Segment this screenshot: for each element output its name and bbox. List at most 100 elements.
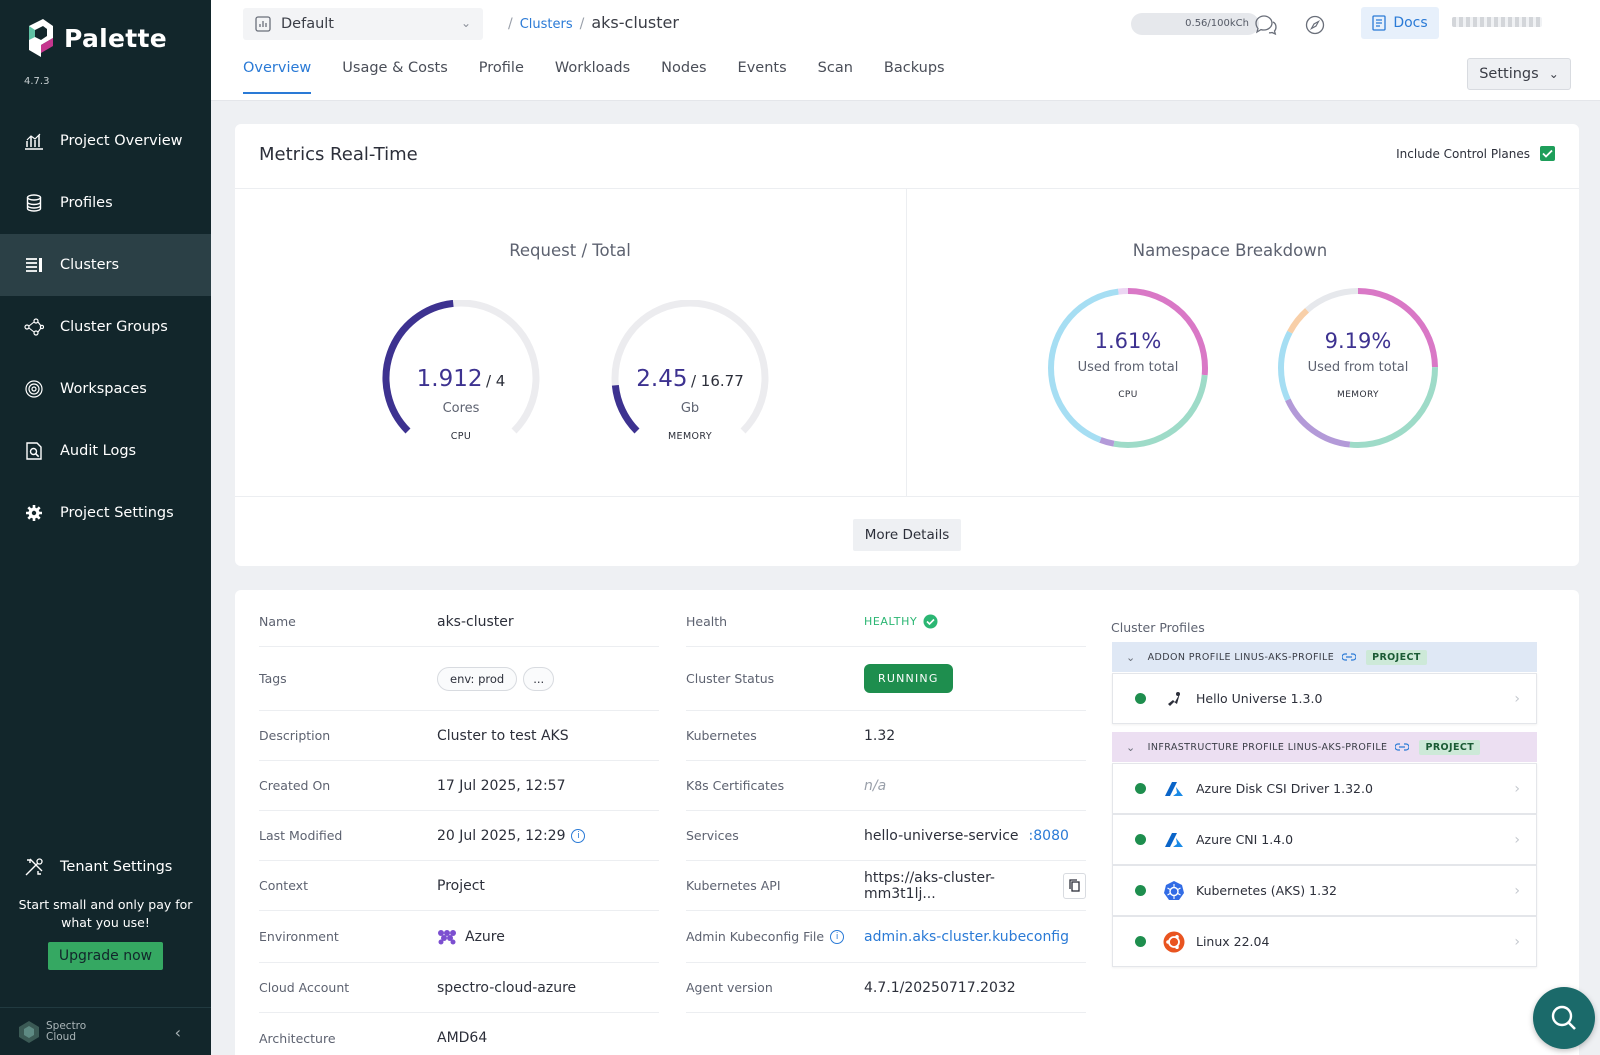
last-modified-text: 20 Jul 2025, 12:29 [437, 827, 566, 844]
k8s-certificates-value: n/a [864, 777, 887, 794]
cluster-profiles-title: Cluster Profiles [1111, 620, 1205, 635]
link-icon[interactable] [1342, 652, 1357, 662]
chevron-right-icon: › [1514, 690, 1520, 707]
divider [906, 188, 907, 496]
metrics-card: Metrics Real-Time Include Control Planes… [235, 124, 1579, 566]
sidebar-item-clusters[interactable]: Clusters [0, 234, 211, 296]
chevron-right-icon: › [1514, 933, 1520, 950]
breadcrumb-separator: / [508, 16, 513, 32]
cpu-namespace-donut[interactable]: 1.61% Used from total CPU [1045, 285, 1211, 451]
profile-layer-azure-disk-csi[interactable]: Azure Disk CSI Driver 1.32.0 › [1112, 763, 1537, 814]
detail-label: Created On [259, 778, 331, 793]
detail-label: Agent version [686, 980, 773, 995]
cluster-tabs: Overview Usage & Costs Profile Workloads… [243, 60, 976, 94]
sidebar-item-tenant-settings[interactable]: Tenant Settings [0, 836, 211, 898]
spectro-cloud-logo [19, 1020, 39, 1043]
compass-icon[interactable] [1302, 12, 1328, 38]
chat-icon[interactable] [1253, 12, 1279, 38]
docs-button[interactable]: Docs [1361, 7, 1439, 39]
status-dot [1135, 783, 1146, 794]
detail-label: Kubernetes API [686, 878, 781, 893]
environment-value: Azure [437, 929, 505, 945]
collapse-sidebar-button[interactable]: ‹ [174, 1023, 181, 1042]
dashboard-icon [255, 16, 271, 32]
usage-meter[interactable]: 0.56/100kCh [1131, 13, 1259, 35]
sidebar-item-project-settings[interactable]: Project Settings [0, 482, 211, 544]
profile-layer-kubernetes-aks[interactable]: Kubernetes (AKS) 1.32 › [1112, 865, 1537, 916]
tab-workloads[interactable]: Workloads [554, 60, 631, 76]
include-control-planes-label: Include Control Planes [1396, 146, 1530, 161]
check-circle-icon [923, 614, 938, 629]
cluster-status-value: RUNNING [864, 664, 953, 693]
profile-layer-linux[interactable]: Linux 22.04 › [1112, 916, 1537, 967]
memory-gauge-value: 2.45 / 16.77 [636, 366, 744, 392]
detail-row-created-on: Created On 17 Jul 2025, 12:57 [259, 761, 659, 811]
sidebar-item-label: Project Overview [60, 133, 183, 149]
kubernetes-icon [1162, 879, 1186, 903]
page-title: aks-cluster [591, 13, 679, 32]
memory-gauge-unit: Gb [680, 401, 700, 416]
addon-profile-header[interactable]: ⌄ ADDON PROFILE LINUS-AKS-PROFILE PROJEC… [1112, 642, 1537, 672]
tag-pill[interactable]: env: prod [437, 666, 518, 691]
chevron-down-icon: ⌄ [1126, 740, 1136, 754]
tab-events[interactable]: Events [737, 60, 787, 76]
service-port-link[interactable]: :8080 [1028, 827, 1069, 844]
cluster-details-card: Name aks-cluster Tags env: prod ... Desc… [235, 590, 1579, 1055]
memory-namespace-donut[interactable]: 9.19% Used from total MEMORY [1275, 285, 1441, 451]
tab-usage-costs[interactable]: Usage & Costs [342, 60, 448, 76]
upgrade-button[interactable]: Upgrade now [47, 942, 164, 970]
info-icon[interactable]: i [571, 828, 586, 843]
document-icon [1372, 15, 1386, 31]
project-badge: PROJECT [1419, 739, 1481, 755]
gear-icon [24, 503, 44, 523]
detail-label: Architecture [259, 1030, 336, 1046]
profile-layer-hello-universe[interactable]: Hello Universe 1.3.0 › [1112, 673, 1537, 724]
link-icon[interactable] [1395, 742, 1410, 752]
settings-dropdown-button[interactable]: Settings ⌄ [1467, 58, 1571, 90]
detail-label: Last Modified [259, 828, 343, 843]
detail-row-kubernetes-api: Kubernetes API https://aks-cluster-mm3t1… [686, 861, 1086, 911]
tab-scan[interactable]: Scan [817, 60, 853, 76]
sidebar-item-workspaces[interactable]: Workspaces [0, 358, 211, 420]
context-value: Project [437, 877, 485, 894]
kubeconfig-download-link[interactable]: admin.aks-cluster.kubeconfig [864, 928, 1070, 945]
copy-icon [1069, 879, 1080, 892]
last-modified-value: 20 Jul 2025, 12:29 i [437, 827, 586, 844]
detail-row-kubernetes: Kubernetes 1.32 [686, 711, 1086, 761]
info-icon[interactable]: i [830, 929, 845, 944]
sidebar-item-cluster-groups[interactable]: Cluster Groups [0, 296, 211, 358]
detail-label: Cluster Status [686, 671, 775, 686]
addon-profile-name: ADDON PROFILE LINUS-AKS-PROFILE [1147, 651, 1335, 663]
kubernetes-api-value: https://aks-cluster-mm3t1lj... [864, 870, 1086, 902]
project-scope-select[interactable]: Default ⌄ [243, 8, 483, 40]
chevron-down-icon: ⌄ [1548, 67, 1559, 81]
project-badge: PROJECT [1366, 649, 1427, 665]
detail-row-services: Services hello-universe-service :8080 [686, 811, 1086, 861]
tools-icon [24, 857, 44, 877]
detail-row-description: Description Cluster to test AKS [259, 711, 659, 761]
sidebar-item-label: Profiles [60, 195, 113, 211]
support-chat-button[interactable] [1533, 987, 1595, 1049]
tab-overview[interactable]: Overview [243, 60, 312, 94]
divider [235, 188, 1579, 189]
palette-logo-icon [29, 19, 53, 57]
sidebar-item-project-overview[interactable]: Project Overview [0, 110, 211, 172]
detail-row-agent-version: Agent version 4.7.1/20250717.2032 [686, 963, 1086, 1013]
tab-backups[interactable]: Backups [883, 60, 945, 76]
palette-logo[interactable]: Palette [26, 18, 167, 58]
tab-profile[interactable]: Profile [478, 60, 524, 76]
target-icon [24, 379, 44, 399]
tab-nodes[interactable]: Nodes [661, 60, 707, 76]
more-details-button[interactable]: More Details [853, 519, 961, 551]
sidebar-item-label: Audit Logs [60, 443, 137, 459]
sidebar-item-audit-logs[interactable]: Audit Logs [0, 420, 211, 482]
user-menu[interactable] [1452, 17, 1542, 27]
include-control-planes-checkbox[interactable] [1540, 146, 1555, 161]
sidebar-item-profiles[interactable]: Profiles [0, 172, 211, 234]
profile-layer-azure-cni[interactable]: Azure CNI 1.4.0 › [1112, 814, 1537, 865]
more-tags-pill[interactable]: ... [523, 666, 555, 691]
copy-button[interactable] [1063, 872, 1086, 899]
breadcrumb-clusters-link[interactable]: Clusters [519, 17, 573, 32]
include-control-planes[interactable]: Include Control Planes [1396, 146, 1555, 161]
infrastructure-profile-header[interactable]: ⌄ INFRASTRUCTURE PROFILE LINUS-AKS-PROFI… [1112, 732, 1537, 762]
